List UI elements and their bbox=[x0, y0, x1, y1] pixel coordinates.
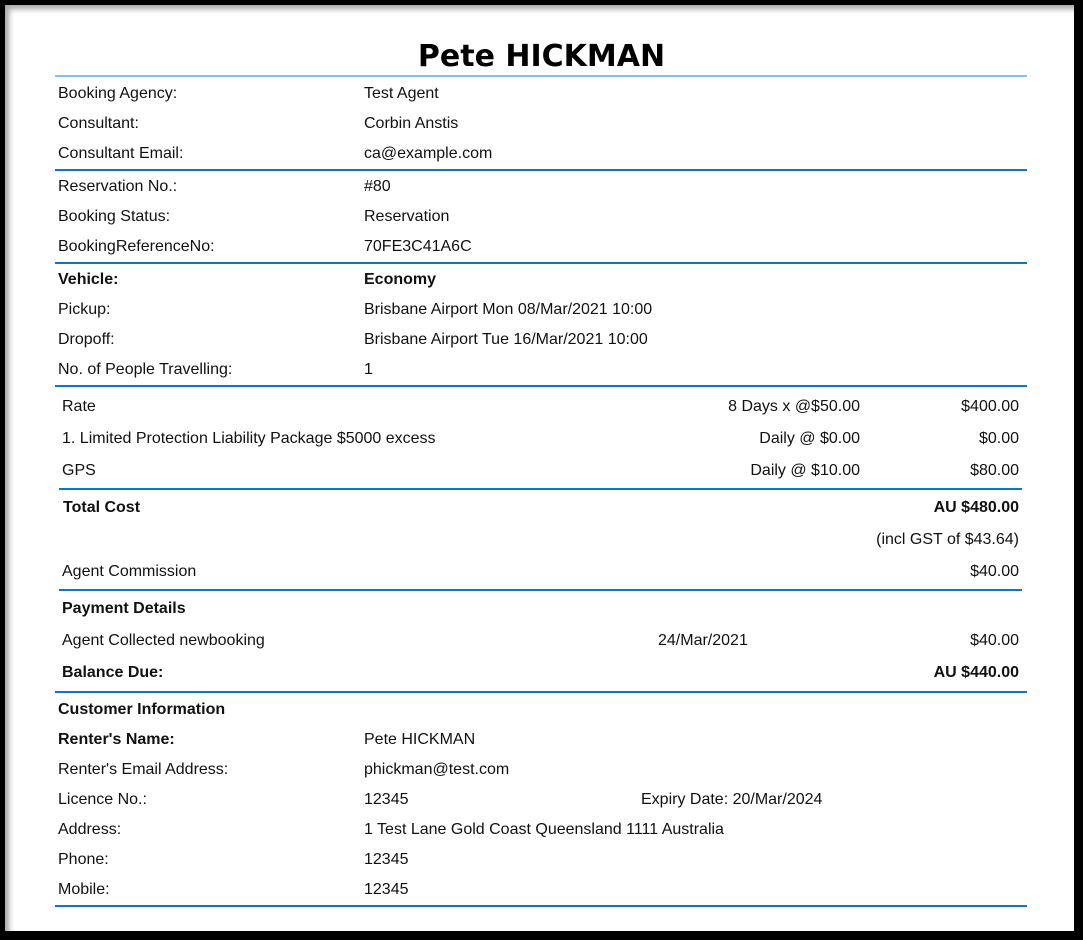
divider bbox=[55, 262, 1027, 264]
page-title: Pete HICKMAN bbox=[417, 39, 666, 74]
renter-name-value: Pete HICKMAN bbox=[364, 731, 476, 748]
gst-note: (incl GST of $43.64) bbox=[876, 531, 1019, 548]
payment-amount: $40.00 bbox=[970, 632, 1019, 649]
consultant-value: Corbin Anstis bbox=[364, 115, 459, 132]
vehicle-label: Vehicle: bbox=[58, 271, 119, 288]
charge-item: Rate bbox=[62, 398, 96, 415]
payment-date: 24/Mar/2021 bbox=[658, 632, 748, 649]
consultant-email-value: ca@example.com bbox=[364, 145, 493, 162]
booking-reference-label: BookingReferenceNo: bbox=[58, 238, 215, 255]
agent-commission-label: Agent Commission bbox=[62, 563, 197, 580]
charge-rate: 8 Days x @$50.00 bbox=[728, 398, 860, 415]
people-value: 1 bbox=[364, 361, 373, 378]
charge-amount: $0.00 bbox=[978, 430, 1019, 447]
divider bbox=[55, 691, 1027, 693]
divider bbox=[59, 589, 1022, 591]
charge-rate: Daily @ $0.00 bbox=[759, 430, 860, 447]
mobile-label: Mobile: bbox=[58, 881, 110, 898]
booking-status-value: Reservation bbox=[364, 208, 450, 225]
consultant-label: Consultant: bbox=[58, 115, 139, 132]
consultant-email-label: Consultant Email: bbox=[58, 145, 184, 162]
agent-commission-value: $40.00 bbox=[970, 563, 1019, 580]
reservation-no-value: #80 bbox=[364, 178, 391, 195]
dropoff-value: Brisbane Airport Tue 16/Mar/2021 10:00 bbox=[364, 331, 648, 348]
people-label: No. of People Travelling: bbox=[58, 361, 233, 378]
charge-amount: $400.00 bbox=[961, 398, 1019, 415]
phone-value: 12345 bbox=[364, 851, 409, 868]
renter-email-value: phickman@test.com bbox=[364, 761, 510, 778]
booking-reference-value: 70FE3C41A6C bbox=[364, 238, 472, 255]
vehicle-value: Economy bbox=[364, 271, 437, 288]
total-cost-label: Total Cost bbox=[63, 499, 141, 516]
charge-item: 1. Limited Protection Liability Package … bbox=[62, 430, 436, 447]
charge-amount: $80.00 bbox=[970, 462, 1019, 479]
address-label: Address: bbox=[58, 821, 122, 838]
payment-details-heading: Payment Details bbox=[62, 600, 186, 617]
divider bbox=[55, 169, 1027, 171]
divider bbox=[55, 75, 1027, 77]
renter-name-label: Renter's Name: bbox=[58, 731, 175, 748]
divider bbox=[55, 385, 1027, 387]
booking-status-label: Booking Status: bbox=[58, 208, 171, 225]
total-cost-value: AU $480.00 bbox=[933, 499, 1019, 516]
divider bbox=[59, 488, 1022, 490]
charge-item: GPS bbox=[62, 462, 96, 479]
customer-info-heading: Customer Information bbox=[58, 701, 226, 718]
charge-rate: Daily @ $10.00 bbox=[750, 462, 860, 479]
booking-agency-label: Booking Agency: bbox=[58, 85, 178, 102]
phone-label: Phone: bbox=[58, 851, 109, 868]
licence-label: Licence No.: bbox=[58, 791, 147, 808]
licence-value: 12345 bbox=[364, 791, 409, 808]
reservation-no-label: Reservation No.: bbox=[58, 178, 178, 195]
dropoff-label: Dropoff: bbox=[58, 331, 115, 348]
payment-item: Agent Collected newbooking bbox=[62, 632, 265, 649]
booking-document bbox=[5, 5, 1074, 931]
mobile-value: 12345 bbox=[364, 881, 409, 898]
licence-expiry: Expiry Date: 20/Mar/2024 bbox=[641, 791, 823, 808]
balance-due-value: AU $440.00 bbox=[933, 664, 1019, 681]
balance-due-label: Balance Due: bbox=[62, 664, 164, 681]
pickup-value: Brisbane Airport Mon 08/Mar/2021 10:00 bbox=[364, 301, 653, 318]
pickup-label: Pickup: bbox=[58, 301, 111, 318]
divider bbox=[55, 905, 1027, 907]
address-value: 1 Test Lane Gold Coast Queensland 1111 A… bbox=[364, 821, 724, 838]
booking-agency-value: Test Agent bbox=[364, 85, 439, 102]
renter-email-label: Renter's Email Address: bbox=[58, 761, 229, 778]
